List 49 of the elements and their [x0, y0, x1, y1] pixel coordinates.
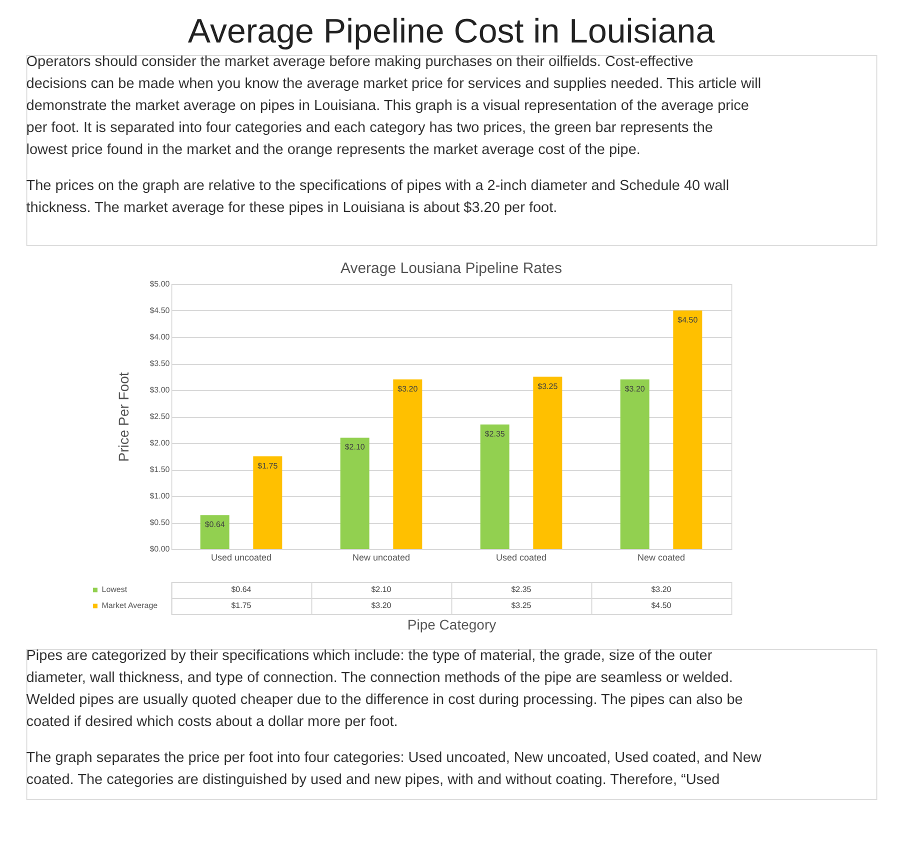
text: $2.35: [484, 429, 505, 438]
y-axis-title: Price Per Foot: [116, 372, 132, 462]
bar: [533, 376, 562, 549]
y-tick-label: $5.00: [150, 280, 170, 288]
data-label: $4.50: [651, 601, 672, 610]
bar: [393, 379, 422, 549]
x-tick-label: New uncoated: [352, 552, 410, 562]
x-tick-label: Used coated: [496, 552, 547, 562]
text: $4.50: [678, 316, 698, 324]
text: $1.75: [258, 461, 278, 470]
text: Operators should consider the market average before making purchases on their oilfields. Cost-effective decisions can be made when you know the average market price for services and supplies needed. This article will demonstrate the market average on pipes in Louisiana. This graph is a visual representation of the average price per foot. It is separated into four categories and each category has two prices, the green bar represents the lowest price found in the market and the orange represents the market average cost of the pipe.: [26, 54, 762, 158]
x-axis-title: Pipe Category: [407, 616, 496, 632]
y-tick-label: $4.50: [150, 306, 170, 315]
text: The graph separates the price per foot into four categories: Used uncoated, New uncoated, Used coated, and New coated. The categories are distinguished by used and new pipes, with and without coating. Therefore, “Used: [26, 750, 762, 788]
y-tick-label: $4.00: [150, 332, 170, 342]
y-tick-label: $1.00: [150, 492, 170, 500]
data-label: $1.75: [231, 601, 252, 610]
legend-label: Lowest: [102, 585, 128, 594]
text: $2.10: [344, 442, 365, 452]
text: $3.20: [624, 384, 645, 394]
text: $3.25: [538, 382, 558, 391]
bar: [673, 310, 702, 549]
data-label: $2.10: [371, 585, 392, 594]
data-label: $3.20: [371, 601, 392, 610]
bar: [253, 456, 282, 549]
y-tick-label: $1.50: [150, 465, 170, 474]
bar: [480, 424, 510, 549]
y-tick-label: $2.00: [150, 438, 170, 448]
x-tick-label: New coated: [637, 552, 686, 562]
chart-title: Average Pipeline Cost in Louisiana: [188, 12, 715, 50]
y-tick-label: $3.00: [150, 386, 170, 394]
text: $3.20: [398, 384, 418, 394]
data-label: $0.64: [231, 585, 252, 594]
text: $0.64: [204, 520, 225, 530]
y-tick-label: $0.50: [150, 518, 170, 527]
x-tick-label: Used uncoated: [210, 552, 272, 562]
data-label: $2.35: [511, 585, 532, 594]
chart-subtitle: Average Lousiana Pipeline Rates: [340, 260, 562, 277]
y-tick-label: $0.00: [150, 544, 170, 554]
text: Pipes are categorized by their specifications which include: the type of material, the grade, size of the outer diameter, wall thickness, and type of connection. The connection methods of the pipe are seamless or welded. Welded pipes are usually quoted cheaper due to the difference in cost during processing. The pipes can also be coated if desired which costs about a dollar more per foot.: [26, 648, 743, 730]
legend-label: Market Average: [102, 601, 158, 610]
y-tick-label: $3.50: [150, 359, 170, 368]
data-label: $3.20: [651, 585, 672, 594]
data-label: $3.25: [511, 601, 532, 610]
y-tick-label: $2.50: [150, 412, 170, 421]
text: The prices on the graph are relative to the specifications of pipes with a 2-inch diameter and Schedule 40 wall thickness. The market average for these pipes in Louisiana is about $3.20 per foot.: [26, 178, 730, 216]
bar: [200, 515, 230, 549]
bar: [620, 379, 650, 549]
bar: [340, 438, 370, 549]
